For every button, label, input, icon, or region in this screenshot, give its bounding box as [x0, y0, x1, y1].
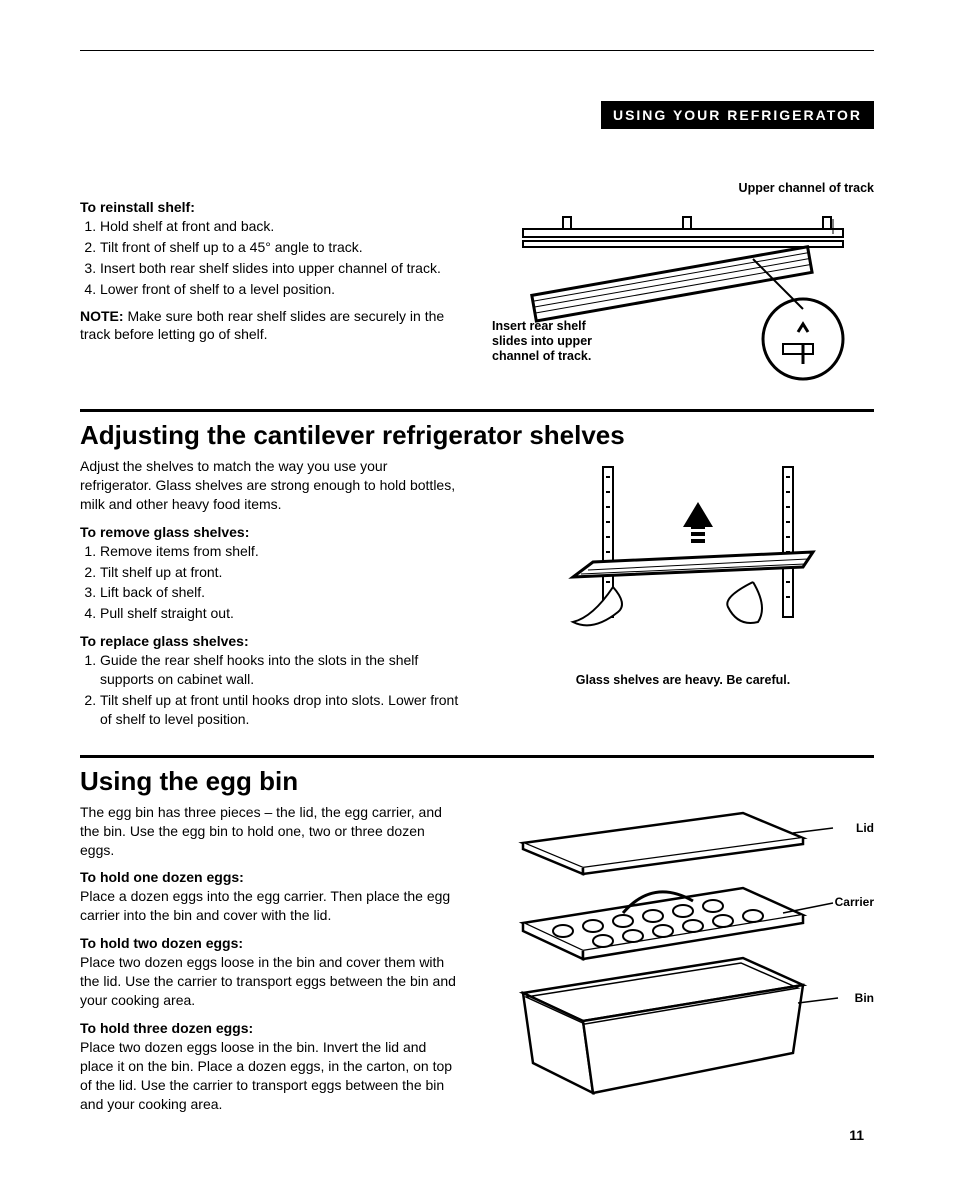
step: Lower front of shelf to a level position…: [100, 280, 462, 299]
cantilever-title: Adjusting the cantilever refrigerator sh…: [80, 420, 874, 451]
two-dozen-sub: To hold two dozen eggs:: [80, 935, 462, 951]
fig-label-insert-slides: Insert rear shelf slides into upper chan…: [492, 319, 622, 364]
step: Pull shelf straight out.: [100, 604, 462, 623]
eggbin-intro: The egg bin has three pieces – the lid, …: [80, 803, 462, 860]
divider: [80, 755, 874, 758]
reinstall-subhead: To reinstall shelf:: [80, 199, 462, 215]
step: Tilt shelf up at front.: [100, 563, 462, 582]
one-dozen-p: Place a dozen eggs into the egg carrier.…: [80, 887, 462, 925]
step: Hold shelf at front and back.: [100, 217, 462, 236]
replace-sub: To replace glass shelves:: [80, 633, 462, 649]
eggbin-figure: Lid Carrier Bin: [492, 803, 874, 1114]
reinstall-steps: Hold shelf at front and back. Tilt front…: [80, 217, 462, 299]
eggbin-title: Using the egg bin: [80, 766, 874, 797]
label-lid: Lid: [856, 821, 874, 835]
reinstall-section: To reinstall shelf: Hold shelf at front …: [80, 189, 874, 389]
step: Insert both rear shelf slides into upper…: [100, 259, 462, 278]
cantilever-figure: Glass shelves are heavy. Be careful.: [492, 457, 874, 735]
remove-sub: To remove glass shelves:: [80, 524, 462, 540]
top-rule: [80, 50, 874, 51]
glass-caption: Glass shelves are heavy. Be careful.: [492, 673, 874, 687]
step: Tilt front of shelf up to a 45° angle to…: [100, 238, 462, 257]
label-bin: Bin: [855, 991, 874, 1005]
reinstall-note: NOTE: Make sure both rear shelf slides a…: [80, 307, 462, 345]
cantilever-text: Adjust the shelves to match the way you …: [80, 457, 462, 735]
section-header-bar: USING YOUR REFRIGERATOR: [601, 101, 874, 129]
three-dozen-sub: To hold three dozen eggs:: [80, 1020, 462, 1036]
step: Guide the rear shelf hooks into the slot…: [100, 651, 462, 689]
eggbin-text: The egg bin has three pieces – the lid, …: [80, 803, 462, 1114]
page-number: 11: [849, 1127, 864, 1143]
label-carrier: Carrier: [835, 895, 874, 909]
cantilever-intro: Adjust the shelves to match the way you …: [80, 457, 462, 514]
one-dozen-sub: To hold one dozen eggs:: [80, 869, 462, 885]
page: USING YOUR REFRIGERATOR To reinstall she…: [0, 0, 954, 1173]
remove-steps: Remove items from shelf. Tilt shelf up a…: [80, 542, 462, 624]
cantilever-section: Adjust the shelves to match the way you …: [80, 457, 874, 735]
replace-steps: Guide the rear shelf hooks into the slot…: [80, 651, 462, 729]
hands-shelf-diagram: [492, 457, 874, 667]
reinstall-text: To reinstall shelf: Hold shelf at front …: [80, 189, 462, 389]
three-dozen-p: Place two dozen eggs loose in the bin. I…: [80, 1038, 462, 1114]
reinstall-figure: Upper channel of track: [492, 189, 874, 389]
step: Tilt shelf up at front until hooks drop …: [100, 691, 462, 729]
divider: [80, 409, 874, 412]
eggbin-diagram: [492, 803, 874, 1113]
two-dozen-p: Place two dozen eggs loose in the bin an…: [80, 953, 462, 1010]
step: Lift back of shelf.: [100, 583, 462, 602]
step: Remove items from shelf.: [100, 542, 462, 561]
eggbin-section: The egg bin has three pieces – the lid, …: [80, 803, 874, 1114]
